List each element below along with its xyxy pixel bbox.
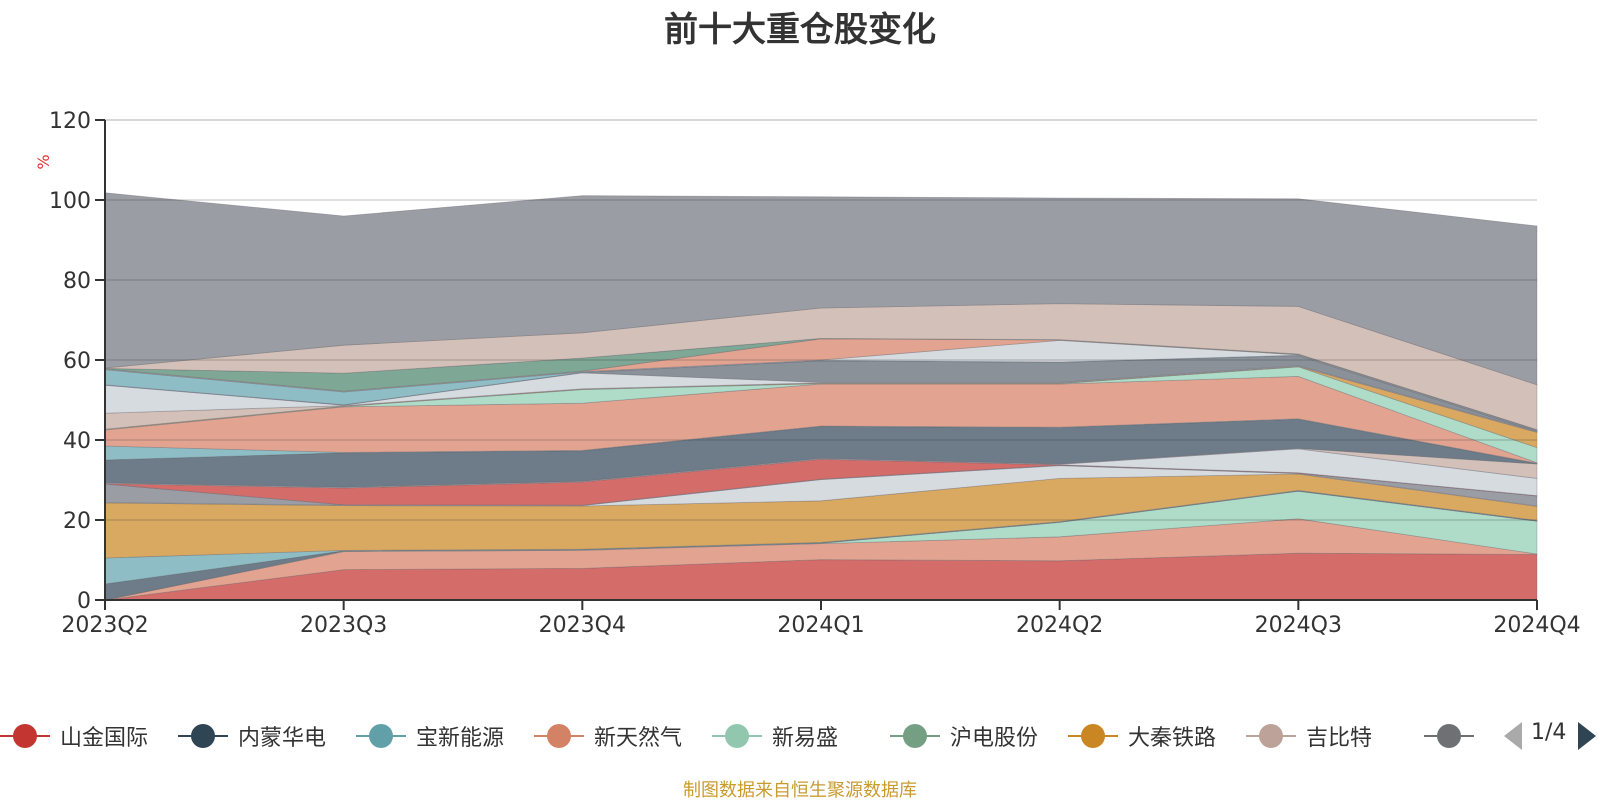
y-tick-label: 80 <box>63 269 91 294</box>
legend-marker-icon <box>1246 723 1296 749</box>
legend-marker-icon <box>534 723 584 749</box>
x-tick-label: 2024Q3 <box>1255 613 1342 638</box>
legend-label: 吉比特 <box>1306 726 1373 751</box>
axes <box>95 119 1538 610</box>
y-tick-label: 0 <box>77 589 91 614</box>
x-tick-label: 2023Q4 <box>539 613 626 638</box>
legend-page-indicator: 1/4 <box>1531 720 1567 745</box>
legend-marker-icon <box>356 723 406 749</box>
legend-marker-icon <box>178 723 228 749</box>
legend-item[interactable]: 内蒙华电 <box>178 718 326 754</box>
x-tick-label: 2023Q3 <box>300 613 387 638</box>
x-tick-label: 2024Q4 <box>1493 613 1580 638</box>
legend-next-page-icon[interactable] <box>1578 722 1596 750</box>
area-series-17 <box>104 365 1538 433</box>
legend-label: 新天然气 <box>594 726 683 751</box>
area-series-22 <box>104 337 1538 431</box>
legend-marker-icon <box>712 723 762 749</box>
x-tick-label: 2024Q1 <box>777 613 864 638</box>
legend-label: 新易盛 <box>772 726 839 751</box>
source-note: 制图数据来自恒生聚源数据库 <box>683 780 917 801</box>
x-tick-label: 2023Q2 <box>61 613 148 638</box>
legend-item[interactable]: 大秦铁路 <box>1068 718 1216 754</box>
legend-item[interactable]: 新天然气 <box>534 718 682 754</box>
legend-item[interactable]: 宝新能源 <box>356 718 504 754</box>
legend-prev-page-icon[interactable] <box>1504 722 1522 750</box>
legend: 山金国际 内蒙华电 宝新能源 新天然气 新易盛 沪电股份 大秦铁路 吉比特 阳光电源 <box>0 718 1482 754</box>
legend-label: 宝新能源 <box>416 726 505 751</box>
legend-marker-icon <box>1424 723 1474 749</box>
legend-item[interactable]: 吉比特 <box>1246 718 1372 754</box>
legend-item[interactable]: 阳光电源 <box>1424 718 1482 754</box>
legend-label: 大秦铁路 <box>1128 726 1217 751</box>
chart-title: 前十大重仓股变化 <box>664 10 936 50</box>
legend-pager: 1/4 <box>1500 716 1600 756</box>
legend-marker-icon <box>890 723 940 749</box>
legend-label: 内蒙华电 <box>238 726 327 751</box>
y-tick-label: 120 <box>49 109 91 134</box>
y-tick-label: 60 <box>63 349 91 374</box>
legend-item[interactable]: 沪电股份 <box>890 718 1038 754</box>
legend-label: 山金国际 <box>60 726 149 751</box>
legend-item[interactable]: 新易盛 <box>712 718 838 754</box>
y-tick-label: 20 <box>63 509 91 534</box>
legend-marker-icon <box>0 723 50 749</box>
legend-marker-icon <box>1068 723 1118 749</box>
area-series-24 <box>104 192 1538 386</box>
x-tick-label: 2024Q2 <box>1016 613 1103 638</box>
y-tick-label: 100 <box>49 189 91 214</box>
legend-item[interactable]: 山金国际 <box>0 718 148 754</box>
tick-labels: 0 20 40 60 80 100 120 2023Q2 2023Q3 2023Q4 2024Q1 2… <box>34 109 1581 638</box>
y-tick-label: 40 <box>63 429 91 454</box>
y-unit-label: % <box>34 154 53 169</box>
area-series <box>104 192 1538 601</box>
legend-label: 沪电股份 <box>950 726 1039 751</box>
